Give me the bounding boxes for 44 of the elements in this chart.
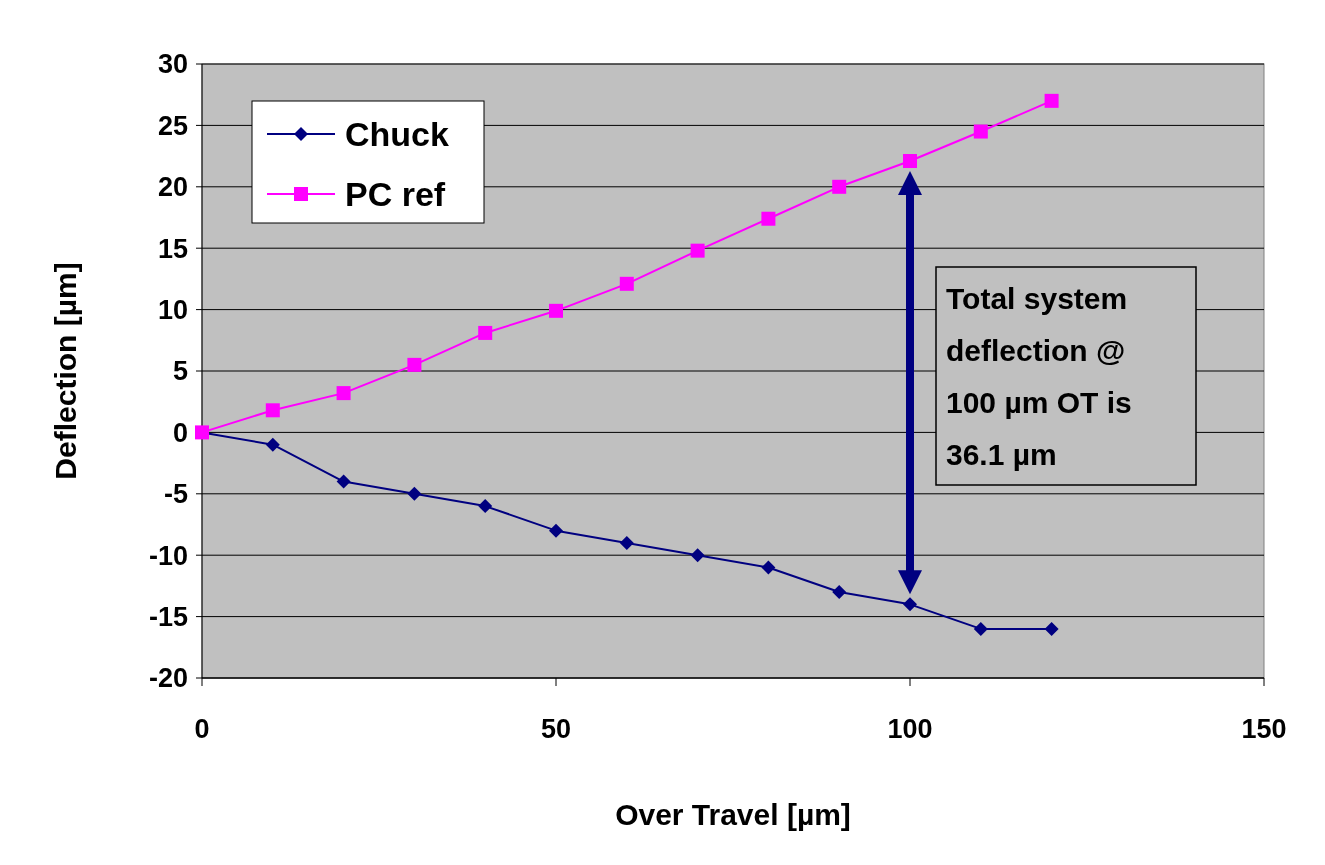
y-tick-label: 25 xyxy=(157,110,188,141)
legend-label: Chuck xyxy=(345,114,449,153)
y-axis-title: Deflection [µm] xyxy=(49,262,82,480)
y-tick-label: -15 xyxy=(148,602,188,633)
point xyxy=(903,154,917,169)
point xyxy=(761,211,776,226)
point xyxy=(619,535,634,550)
y-tick-label: 30 xyxy=(157,49,188,80)
y-tick-label: -5 xyxy=(163,479,188,510)
x-tick-label: 50 xyxy=(540,714,572,744)
point xyxy=(619,276,634,291)
legend-label: PC ref xyxy=(345,174,446,213)
y-tick-label: 5 xyxy=(172,356,188,387)
point xyxy=(903,597,917,612)
point xyxy=(336,474,351,489)
y-tick-label: 20 xyxy=(157,172,188,203)
annotation: Total system deflection @ 100 µm OT is 36.1 µm xyxy=(946,282,1132,471)
x-tick-label: 150 xyxy=(1241,714,1287,744)
point xyxy=(478,325,493,340)
y-tick-label: 10 xyxy=(157,295,188,326)
x-tick-label: 100 xyxy=(887,714,933,744)
point xyxy=(973,621,988,636)
point xyxy=(973,124,988,139)
x-tick-label: 0 xyxy=(194,714,210,744)
point xyxy=(690,243,705,258)
point xyxy=(265,403,280,418)
point xyxy=(832,585,847,600)
point xyxy=(478,499,493,514)
point xyxy=(407,357,422,372)
x-axis-title: Over Travel [µm] xyxy=(615,798,851,831)
y-tick-label: -10 xyxy=(148,540,188,571)
point xyxy=(265,437,280,452)
point xyxy=(1044,621,1059,636)
point xyxy=(549,523,563,538)
point xyxy=(761,560,776,575)
point xyxy=(336,386,351,401)
point xyxy=(407,486,422,501)
point xyxy=(1044,93,1059,108)
y-tick-label: 15 xyxy=(157,233,188,264)
y-tick-label: 0 xyxy=(172,417,188,448)
point xyxy=(549,303,563,318)
point xyxy=(690,548,705,563)
point xyxy=(832,179,847,194)
y-tick-label: -20 xyxy=(148,663,188,694)
